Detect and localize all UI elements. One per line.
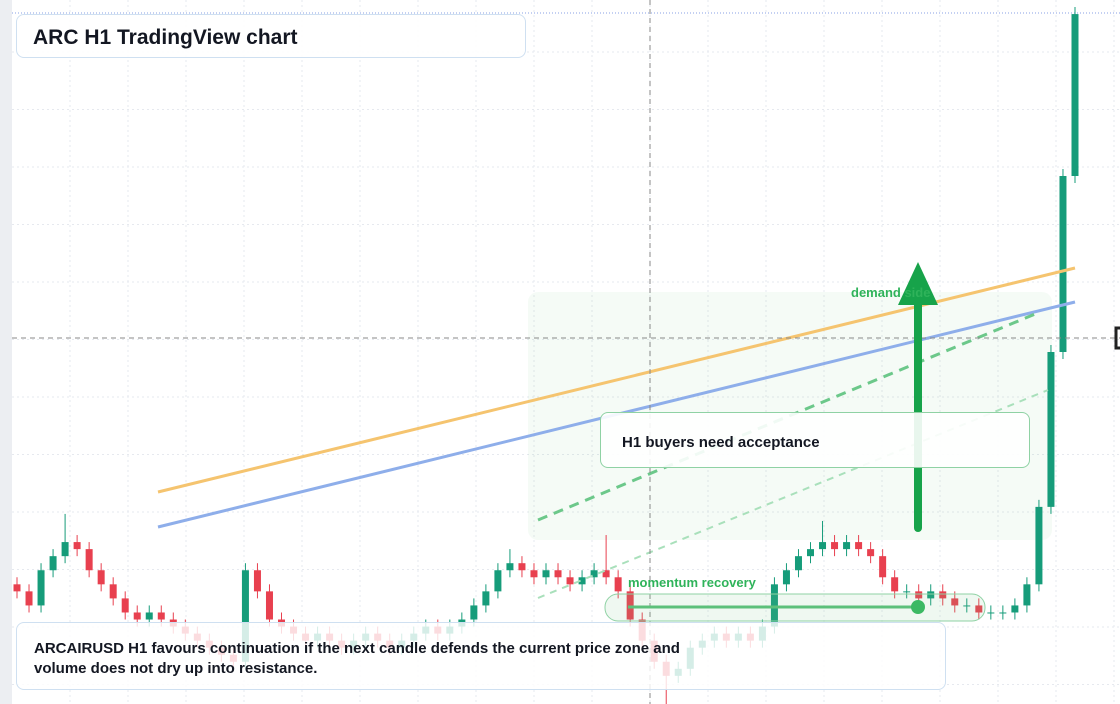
note-line: ARCAIRUSD H1 favours continuation if the… xyxy=(34,640,680,657)
candle-body xyxy=(590,570,598,578)
candle-body xyxy=(770,584,778,627)
candle-body xyxy=(602,570,610,578)
candle-body xyxy=(566,577,574,585)
candle-body xyxy=(891,577,899,592)
candle-body xyxy=(97,570,105,585)
candle-body xyxy=(626,591,634,620)
candle-body xyxy=(518,563,526,571)
callout: H1 buyers need acceptance xyxy=(600,412,1030,468)
candle-body xyxy=(530,570,538,578)
candle-body xyxy=(506,563,514,571)
candle-body xyxy=(903,591,911,593)
candle-body xyxy=(1071,14,1079,176)
candle-body xyxy=(782,570,790,585)
candle-body xyxy=(963,605,971,607)
candle-body xyxy=(855,542,863,550)
candle-body xyxy=(987,612,995,614)
title: ARC H1 TradingView chart xyxy=(33,26,298,49)
marker-label: momentum recovery xyxy=(628,575,756,590)
candle-body xyxy=(867,549,875,557)
momentum-dot xyxy=(911,600,925,614)
candle-body xyxy=(470,605,478,620)
candle-body xyxy=(73,542,81,550)
candle-body xyxy=(807,549,814,557)
candle-body xyxy=(794,556,802,571)
candle-body xyxy=(85,549,93,571)
candle-body xyxy=(25,591,33,606)
candle-body xyxy=(975,605,983,613)
note-line: volume does not dry up into resistance. xyxy=(34,660,318,677)
callout-text: H1 buyers need acceptance xyxy=(622,434,820,451)
candle-body xyxy=(49,556,57,571)
candle-body xyxy=(831,542,839,550)
candle-body xyxy=(819,542,827,550)
dashed-trendline xyxy=(537,310,1041,522)
note-box: ARCAIRUSD H1 favours continuation if the… xyxy=(16,622,946,690)
candle-body xyxy=(554,570,562,578)
candle-body xyxy=(927,591,935,599)
candle-body xyxy=(482,591,490,606)
price-label-edge xyxy=(1114,326,1120,350)
candle-body xyxy=(939,591,947,599)
candle-body xyxy=(253,570,261,592)
candle-body xyxy=(999,612,1007,614)
candle-body xyxy=(241,570,249,662)
candle-body xyxy=(879,556,887,578)
candle-body xyxy=(1023,584,1031,606)
candle-body xyxy=(1059,176,1067,352)
candle-body xyxy=(13,584,21,592)
orange-trendline xyxy=(157,266,1076,494)
arrow-head xyxy=(898,262,938,305)
candle-body xyxy=(61,542,69,557)
candle-body xyxy=(1047,352,1055,507)
candle-body xyxy=(145,612,153,620)
candle-body xyxy=(951,598,959,606)
title-box: ARC H1 TradingView chart xyxy=(16,14,526,58)
left-toolbar-edge xyxy=(0,0,12,704)
candle-body xyxy=(109,584,117,599)
candle-body xyxy=(265,591,273,620)
candle-body xyxy=(121,598,129,613)
candle-body xyxy=(37,570,45,606)
candle-body xyxy=(614,577,622,592)
candle-body xyxy=(494,570,502,592)
candle-body xyxy=(1011,605,1019,613)
candle-body xyxy=(133,612,141,620)
candle-body xyxy=(157,612,165,620)
candle-body xyxy=(915,591,923,599)
zone-label: demand side xyxy=(851,285,931,300)
candle-body xyxy=(578,577,586,585)
candle-body xyxy=(542,570,550,578)
candle-body xyxy=(1035,506,1043,585)
candle-body xyxy=(843,542,851,550)
grid xyxy=(12,0,1120,704)
